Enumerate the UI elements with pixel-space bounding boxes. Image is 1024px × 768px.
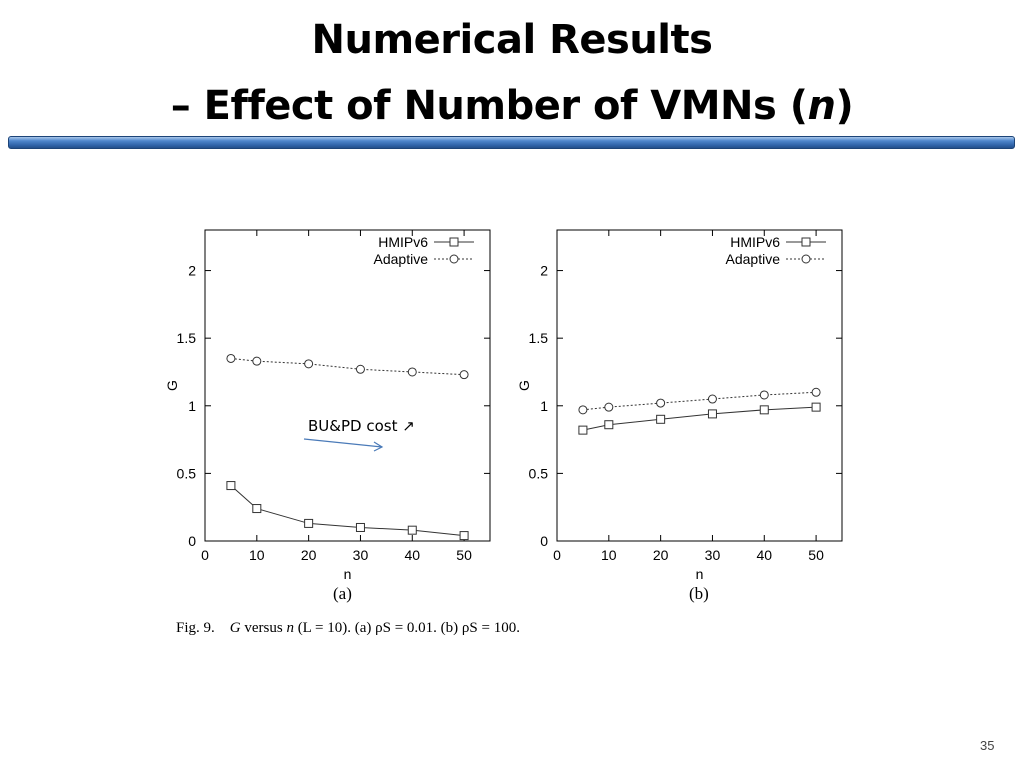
y-tick-label: 2: [540, 263, 548, 279]
y-tick-label: 2: [188, 263, 196, 279]
slide-title-line1: Numerical Results: [311, 17, 713, 63]
figure-caption: Fig. 9. G versus n (L = 10). (a) ρS = 0.…: [176, 620, 520, 637]
annotation-text: BU&PD cost ↗: [308, 417, 415, 435]
data-point: [656, 398, 666, 408]
x-tick-label: 50: [808, 547, 824, 563]
x-tick-label: 20: [301, 547, 317, 563]
caption-versus: versus: [240, 620, 287, 636]
annotation-arrow: [303, 438, 384, 452]
legend-label: Adaptive: [726, 251, 781, 267]
legend-marker: [449, 254, 459, 264]
data-point: [707, 394, 717, 404]
x-tick-label: 40: [404, 547, 420, 563]
title-prefix: – Effect of Number of VMNs (: [170, 83, 808, 129]
legend-label: Adaptive: [374, 251, 429, 267]
annotation-arrow-line: [303, 438, 383, 448]
data-point: [604, 402, 614, 412]
data-point: [226, 481, 236, 491]
y-axis-label: G: [164, 380, 180, 391]
y-tick-label: 0: [540, 533, 548, 549]
legend-marker: [801, 254, 811, 264]
legend-label: HMIPv6: [378, 234, 428, 250]
series-line: [582, 406, 817, 431]
plot-frame: [204, 229, 491, 542]
page-number: 35: [980, 738, 995, 753]
data-point: [252, 504, 262, 514]
data-point: [355, 522, 365, 532]
x-tick-label: 50: [456, 547, 472, 563]
y-tick-label: 1: [540, 398, 548, 414]
y-tick-label: 1.5: [177, 330, 197, 346]
series-line: [230, 357, 465, 376]
x-tick-label: 30: [353, 547, 369, 563]
title-divider-bar: [8, 136, 1015, 149]
data-point: [459, 531, 469, 541]
data-point: [811, 402, 821, 412]
data-point: [304, 518, 314, 528]
x-axis-label: n: [344, 566, 352, 582]
y-tick-label: 0.5: [177, 465, 197, 481]
caption-fig: Fig. 9.: [176, 620, 215, 636]
data-point: [759, 390, 769, 400]
y-tick-label: 1.5: [529, 330, 549, 346]
data-point: [407, 525, 417, 535]
data-point: [578, 405, 588, 415]
data-point: [226, 353, 236, 363]
x-axis-label: n: [696, 566, 704, 582]
data-point: [811, 387, 821, 397]
plot-frame: [556, 229, 843, 542]
data-point: [459, 370, 469, 380]
legend-label: HMIPv6: [730, 234, 780, 250]
y-axis-label: G: [516, 380, 532, 391]
data-point: [759, 405, 769, 415]
title-variable-n: n: [807, 83, 836, 129]
y-tick-label: 0: [188, 533, 196, 549]
data-point: [407, 367, 417, 377]
data-point: [707, 409, 717, 419]
data-point: [304, 359, 314, 369]
x-tick-label: 0: [553, 547, 561, 563]
series-line: [230, 485, 465, 537]
legend-marker: [801, 237, 811, 247]
x-tick-label: 40: [756, 547, 772, 563]
caption-rest: (L = 10). (a) ρS = 0.01. (b) ρS = 100.: [293, 620, 520, 636]
caption-g: G: [229, 620, 241, 636]
y-tick-label: 0.5: [529, 465, 549, 481]
x-tick-label: 30: [705, 547, 721, 563]
legend-marker: [449, 237, 459, 247]
subfigure-label-b: (b): [689, 584, 709, 603]
slide-title-line2: – Effect of Number of VMNs (n): [0, 82, 1024, 130]
x-tick-label: 10: [601, 547, 617, 563]
data-point: [578, 425, 588, 435]
data-point: [252, 356, 262, 366]
caption-n: n: [286, 620, 294, 636]
y-tick-label: 1: [188, 398, 196, 414]
data-point: [656, 414, 666, 424]
annotation-arrow-head: [373, 441, 384, 452]
x-tick-label: 20: [653, 547, 669, 563]
data-point: [355, 364, 365, 374]
data-point: [604, 420, 614, 430]
subfigure-label-a: (a): [333, 584, 352, 603]
x-tick-label: 0: [201, 547, 209, 563]
series-line: [582, 391, 817, 411]
x-tick-label: 10: [249, 547, 265, 563]
title-suffix: ): [835, 83, 854, 129]
